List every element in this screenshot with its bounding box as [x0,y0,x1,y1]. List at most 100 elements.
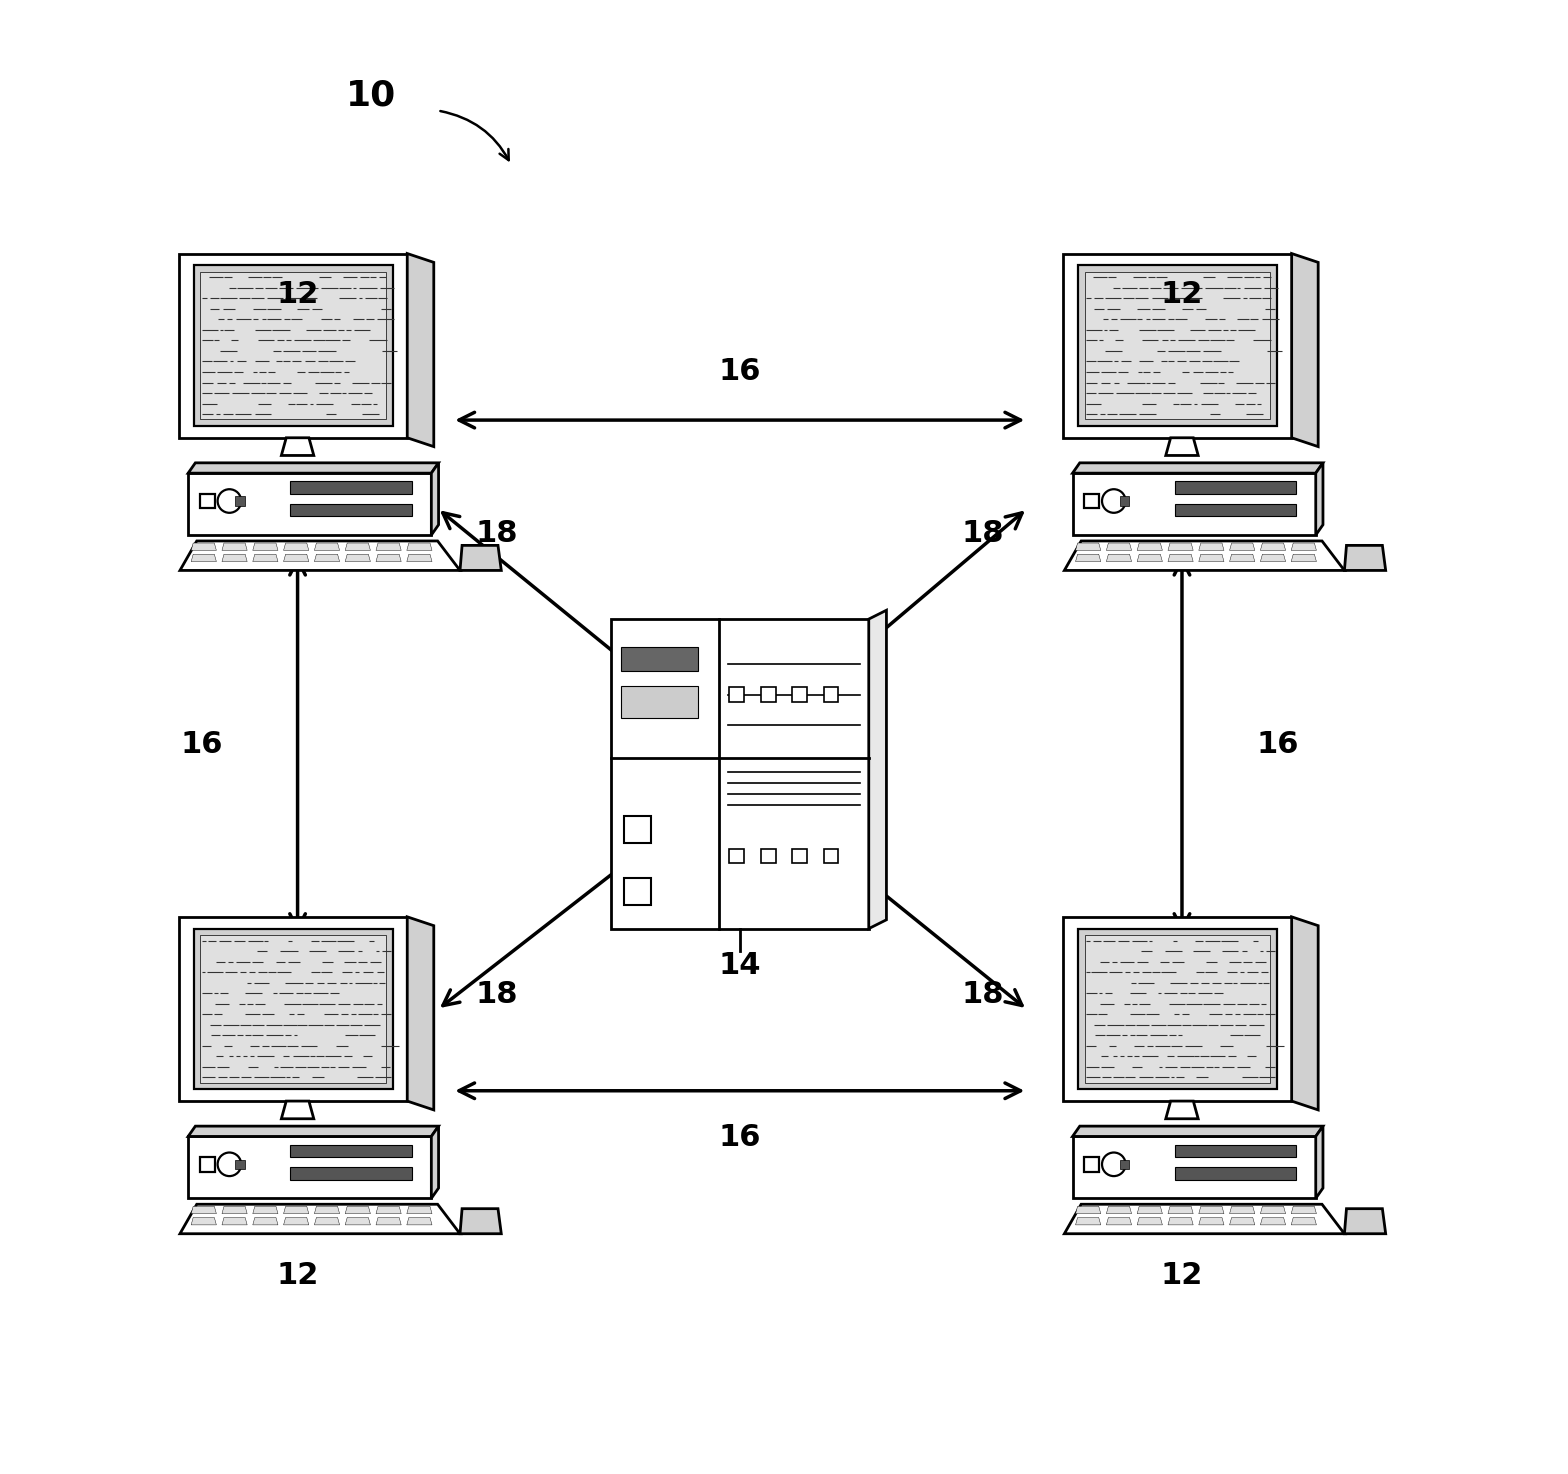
Polygon shape [1168,1218,1193,1225]
Polygon shape [281,1101,314,1119]
Polygon shape [1316,1126,1323,1198]
Polygon shape [1174,1144,1297,1157]
Polygon shape [1073,473,1316,535]
Polygon shape [1316,463,1323,535]
Polygon shape [1076,542,1101,550]
Polygon shape [1261,542,1286,550]
Polygon shape [284,554,309,562]
Polygon shape [1107,554,1132,562]
Polygon shape [1292,917,1319,1110]
Polygon shape [621,647,698,671]
Polygon shape [1200,554,1225,562]
Polygon shape [1174,481,1297,494]
Polygon shape [223,1206,248,1213]
Polygon shape [1229,1206,1254,1213]
Text: 16: 16 [718,357,760,386]
Polygon shape [191,554,216,562]
Polygon shape [314,542,340,550]
Polygon shape [1085,494,1099,509]
Polygon shape [1077,265,1276,426]
Polygon shape [1085,935,1270,1082]
Polygon shape [431,1126,439,1198]
Polygon shape [201,494,215,509]
Polygon shape [1292,254,1319,447]
Polygon shape [1085,1157,1099,1172]
Polygon shape [1065,541,1344,570]
Text: 12: 12 [276,1260,318,1290]
Polygon shape [290,1167,412,1179]
Polygon shape [290,1144,412,1157]
Polygon shape [223,542,248,550]
Polygon shape [624,879,651,905]
Polygon shape [284,542,309,550]
Polygon shape [1073,463,1323,473]
Polygon shape [281,438,314,455]
Text: 14: 14 [718,951,760,980]
Polygon shape [1174,1167,1297,1179]
Polygon shape [188,1136,431,1198]
Polygon shape [431,463,439,535]
Polygon shape [188,473,431,535]
Polygon shape [1344,545,1386,570]
Polygon shape [1063,917,1292,1101]
Polygon shape [284,1206,309,1213]
Polygon shape [823,687,839,702]
Polygon shape [1076,554,1101,562]
Polygon shape [191,1218,216,1225]
Polygon shape [1290,1218,1317,1225]
Polygon shape [1076,1206,1101,1213]
Polygon shape [823,849,839,864]
Polygon shape [869,610,886,929]
Polygon shape [314,1218,340,1225]
Polygon shape [1290,1206,1317,1213]
Polygon shape [729,687,745,702]
Polygon shape [376,542,401,550]
Polygon shape [1261,1206,1286,1213]
Polygon shape [1168,554,1193,562]
Text: 18: 18 [961,519,1004,548]
Polygon shape [1165,438,1198,455]
Polygon shape [1120,497,1129,506]
Polygon shape [201,935,386,1082]
Polygon shape [1076,1218,1101,1225]
Polygon shape [193,265,392,426]
Circle shape [1102,1153,1126,1176]
Polygon shape [408,917,434,1110]
Polygon shape [1120,1160,1129,1169]
Polygon shape [345,1218,370,1225]
FancyArrowPatch shape [441,111,508,161]
Polygon shape [1290,542,1317,550]
Polygon shape [1168,1206,1193,1213]
Polygon shape [760,687,776,702]
Polygon shape [1200,1218,1225,1225]
Polygon shape [1073,1136,1316,1198]
Text: 18: 18 [475,519,517,548]
Polygon shape [406,1218,433,1225]
Polygon shape [345,554,370,562]
Polygon shape [193,929,392,1089]
Polygon shape [191,1206,216,1213]
Polygon shape [1290,554,1317,562]
Polygon shape [1165,1101,1198,1119]
Polygon shape [1229,1218,1254,1225]
Polygon shape [314,1206,340,1213]
Polygon shape [624,817,651,843]
Polygon shape [188,463,439,473]
Polygon shape [1107,1218,1132,1225]
Polygon shape [406,1206,433,1213]
Polygon shape [252,1218,278,1225]
Polygon shape [376,554,401,562]
Polygon shape [1200,1206,1225,1213]
Polygon shape [406,542,433,550]
Polygon shape [290,481,412,494]
Polygon shape [1168,542,1193,550]
Polygon shape [284,1218,309,1225]
Polygon shape [792,687,808,702]
Polygon shape [345,542,370,550]
Text: 18: 18 [961,980,1004,1010]
Polygon shape [1261,1218,1286,1225]
Polygon shape [252,1206,278,1213]
Polygon shape [1229,542,1254,550]
Polygon shape [1200,542,1225,550]
Polygon shape [345,1206,370,1213]
